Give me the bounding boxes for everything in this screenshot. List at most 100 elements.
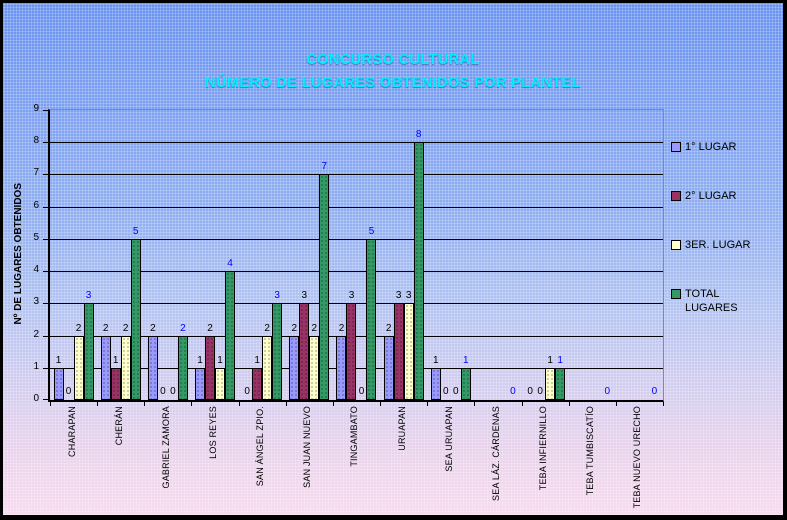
category-label: CHARAPAN — [48, 406, 95, 457]
legend-swatch — [671, 191, 681, 201]
x-axis-tick — [522, 402, 523, 406]
bar — [430, 368, 441, 400]
bar-value-label: 1 — [112, 355, 119, 366]
y-axis-tick — [43, 238, 48, 240]
bar-slot: 1 — [252, 110, 263, 400]
bar-value-label: 1 — [197, 355, 203, 366]
bar-value-label: 8 — [415, 129, 422, 140]
y-axis-tick — [43, 303, 48, 305]
bar-slot: 2 — [262, 110, 273, 400]
legend-item: 1° LUGAR — [671, 140, 750, 154]
category-label: SAN JUAN NUEVO — [284, 406, 331, 488]
y-tick-label: 1 — [33, 360, 39, 372]
x-axis-tick — [239, 402, 240, 406]
bar-slot: 3 — [403, 110, 414, 400]
category-label: TEBA TUMBISCATÍO — [567, 406, 614, 495]
x-axis-tick — [191, 402, 192, 406]
bar — [73, 336, 84, 400]
bar — [130, 239, 141, 400]
x-axis-tick — [663, 402, 664, 406]
category-label-text: TEBA NUEVO URECHO — [632, 406, 643, 509]
legend-swatch — [671, 240, 681, 250]
bar — [272, 303, 283, 400]
bar-slot: 0 — [602, 110, 612, 400]
category-label-text: SAN JUAN NUEVO — [302, 406, 313, 488]
bar-value-label: 1 — [463, 355, 469, 366]
legend-swatch — [671, 142, 681, 152]
category-label: SEA URUAPAN — [425, 406, 472, 472]
legend-swatch — [671, 289, 681, 299]
bar-slot: 1 — [555, 110, 566, 400]
bar-slot: 0 — [525, 110, 535, 400]
bar-slot: 2 — [289, 110, 300, 400]
bar — [110, 368, 121, 400]
category-group: 1 0 2 3 — [50, 110, 97, 400]
bar-value-label: 2 — [122, 323, 129, 334]
bar — [252, 368, 263, 400]
bar-value-label: 0 — [453, 386, 459, 397]
legend-item: 2° LUGAR — [671, 189, 750, 203]
bar-slot: 0 — [451, 110, 461, 400]
bar-slot: 2 — [100, 110, 111, 400]
bar — [309, 336, 320, 400]
bar-value-label: 0 — [527, 386, 533, 397]
bar-value-label: 2 — [75, 323, 82, 334]
bar-value-label: 1 — [55, 355, 62, 366]
category-label: URUAPAN — [378, 406, 425, 451]
legend-item: 3ER. LUGAR — [671, 238, 750, 252]
category-label-text: CHARAPAN — [66, 406, 77, 457]
category-label-text: TEBA INFIERNILLO — [538, 406, 549, 491]
bar-slot: 1 — [195, 110, 206, 400]
x-axis-tick — [380, 402, 381, 406]
y-tick-label: 6 — [33, 199, 39, 211]
gridline — [50, 335, 663, 337]
bar-slot: 2 — [205, 110, 216, 400]
bar-slot — [619, 110, 629, 400]
x-axis-labels: CHARAPAN CHERÁN GABRIEL ZAMORA LOS REYES SAN… — [48, 406, 661, 511]
bar — [215, 368, 226, 400]
bar-slot: 5 — [130, 110, 141, 400]
bar — [177, 336, 188, 400]
gridline — [50, 174, 663, 176]
bar-slot: 1 — [215, 110, 226, 400]
bar-slot: 3 — [346, 110, 357, 400]
category-label: TEBA NUEVO URECHO — [614, 406, 661, 508]
bar-slot: 2 — [120, 110, 131, 400]
bar-value-label: 4 — [227, 258, 233, 269]
x-axis-tick — [427, 402, 428, 406]
legend-label: 1° LUGAR — [685, 141, 737, 153]
bar-value-label: 1 — [254, 355, 260, 366]
category-group: 0 — [569, 110, 616, 400]
bar-slot — [498, 110, 508, 400]
bar — [319, 174, 330, 400]
y-axis-tick — [43, 142, 48, 144]
bar-value-label: 0 — [443, 386, 449, 397]
chart-title-line1: CONCURSO CULTURAL — [306, 52, 480, 68]
x-axis-tick — [333, 402, 334, 406]
bar-slot: 1 — [110, 110, 121, 400]
bar — [366, 239, 377, 400]
bar-slot: 5 — [366, 110, 377, 400]
bar — [336, 336, 347, 400]
bar — [100, 336, 111, 400]
bar — [460, 368, 471, 400]
category-group: 2 3 0 5 — [333, 110, 380, 400]
bar — [299, 303, 310, 400]
bar-slot: 3 — [393, 110, 404, 400]
bar-slot: 1 — [53, 110, 64, 400]
bar-slot: 8 — [413, 110, 424, 400]
bar — [225, 271, 236, 400]
y-tick-label: 7 — [33, 167, 39, 179]
bar-slot — [582, 110, 592, 400]
bar — [393, 303, 404, 400]
y-tick-label: 5 — [33, 231, 39, 243]
bar — [413, 142, 424, 400]
category-label: SEA LÁZ. CÁRDENAS — [472, 406, 519, 501]
bar-value-label: 3 — [301, 290, 308, 301]
y-axis-tick — [43, 271, 48, 273]
category-label-text: GABRIEL ZAMORA — [160, 406, 171, 489]
bar-value-label: 1 — [433, 355, 439, 366]
x-axis-tick — [97, 402, 98, 406]
